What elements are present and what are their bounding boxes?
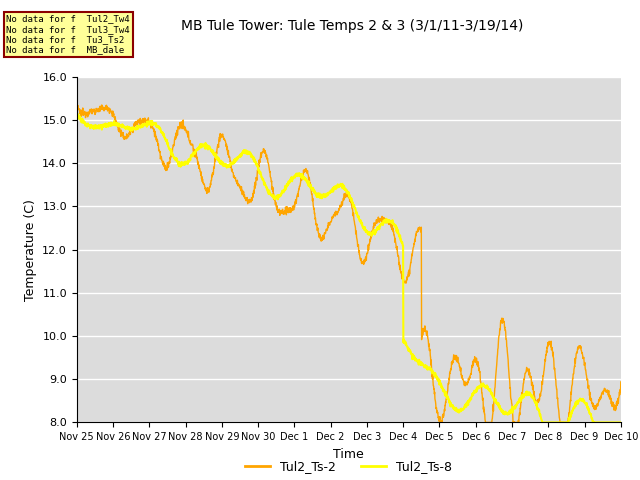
Text: No data for f  Tul2_Tw4
No data for f  Tul3_Tw4
No data for f  Tu3_Ts2
No data f: No data for f Tul2_Tw4 No data for f Tul… bbox=[6, 14, 130, 55]
Tul2_Ts-2 bbox=[436, 420, 444, 425]
Tul2_Ts-8 bbox=[602, 420, 609, 425]
Tul2_Ts-2 bbox=[602, 386, 609, 392]
Tul2_Ts-2 bbox=[98, 102, 106, 108]
X-axis label: Time: Time bbox=[333, 448, 364, 461]
Tul2_Ts-8 bbox=[73, 112, 81, 118]
Tul2_Ts-2 bbox=[323, 227, 331, 233]
Line: Tul2_Ts-8: Tul2_Ts-8 bbox=[77, 113, 621, 422]
Tul2_Ts-8 bbox=[617, 420, 625, 425]
Text: MB Tule Tower: Tule Temps 2 & 3 (3/1/11-3/19/14): MB Tule Tower: Tule Temps 2 & 3 (3/1/11-… bbox=[181, 19, 523, 33]
Legend: Tul2_Ts-2, Tul2_Ts-8: Tul2_Ts-2, Tul2_Ts-8 bbox=[241, 456, 457, 479]
Tul2_Ts-8 bbox=[602, 420, 609, 425]
Tul2_Ts-8 bbox=[338, 182, 346, 188]
Tul2_Ts-8 bbox=[101, 121, 109, 127]
Tul2_Ts-8 bbox=[73, 110, 81, 116]
Tul2_Ts-8 bbox=[323, 193, 331, 199]
Tul2_Ts-8 bbox=[539, 420, 547, 425]
Y-axis label: Temperature (C): Temperature (C) bbox=[24, 199, 36, 300]
Line: Tul2_Ts-2: Tul2_Ts-2 bbox=[77, 105, 621, 422]
Tul2_Ts-2 bbox=[617, 379, 625, 385]
Tul2_Ts-2 bbox=[73, 104, 81, 110]
Tul2_Ts-8 bbox=[502, 409, 509, 415]
Tul2_Ts-2 bbox=[602, 387, 609, 393]
Tul2_Ts-2 bbox=[101, 107, 109, 112]
Tul2_Ts-2 bbox=[502, 329, 509, 335]
Tul2_Ts-2 bbox=[338, 199, 346, 204]
